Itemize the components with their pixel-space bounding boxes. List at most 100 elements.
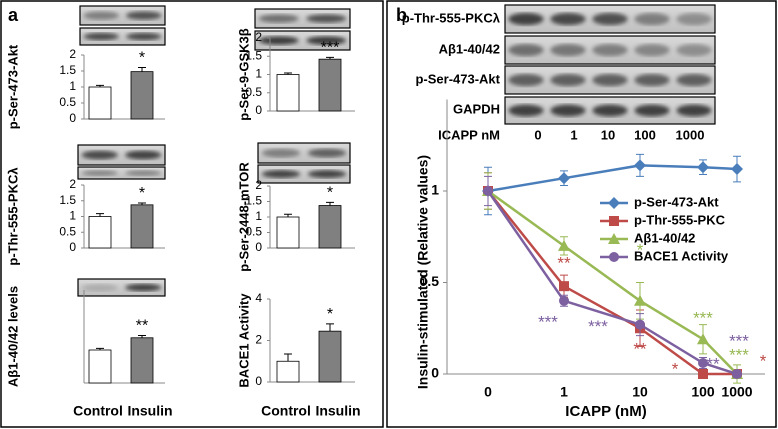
blot-band (81, 150, 119, 160)
y-axis-title: p-Thr-555-PKCλ (5, 167, 20, 266)
point (732, 369, 742, 379)
blot-band (125, 11, 162, 20)
x-tick-label: Control (261, 403, 311, 419)
y-tick-label: 1.5 (59, 193, 76, 207)
bar (88, 86, 112, 120)
point (697, 161, 709, 174)
y-tick-label: 1.5 (59, 63, 76, 77)
blot-band (125, 32, 162, 41)
bar (318, 58, 342, 112)
y-tick-label: 4 (255, 291, 262, 305)
x-tick-label: 0 (484, 384, 492, 400)
y-axis-title: p-Ser-9-GSK3β (236, 28, 251, 121)
blot-lane-label: 0 (534, 127, 541, 142)
x-tick-label: Control (73, 403, 123, 419)
blot-band (124, 283, 162, 292)
bar (276, 74, 300, 112)
point (559, 281, 569, 292)
y-axis-title: p-Ser-2448-mTOR (236, 162, 251, 272)
blot-label: GAPDH (453, 101, 500, 116)
significance: * (637, 240, 644, 259)
x-tick-label: 1 (560, 384, 568, 400)
significance: *** (693, 309, 713, 328)
blot (77, 144, 166, 166)
point (634, 294, 646, 306)
significance: *** (729, 345, 749, 364)
blot-band (307, 148, 347, 158)
error-bar (96, 347, 104, 350)
significance: ** (136, 318, 148, 335)
blot-band (307, 170, 347, 178)
bar (88, 349, 112, 384)
error-bar (284, 213, 292, 217)
legend-label: BACE1 Activity (634, 248, 729, 263)
blot-band (508, 12, 544, 26)
blot-label: p-Thr-555-PKCλ (402, 10, 501, 25)
blot-lane-label: 1000 (676, 127, 705, 142)
blot-band (261, 148, 301, 158)
y-tick-label: 1 (69, 79, 76, 93)
point (698, 369, 708, 379)
y-tick-label: 1 (431, 182, 439, 198)
y-axis-title: BACE1 Activity (236, 293, 251, 388)
blot-band (508, 104, 544, 117)
blot-lane-label: 10 (601, 127, 615, 142)
error-bar (138, 202, 146, 205)
blot-band (261, 170, 301, 178)
error-bar (326, 56, 334, 60)
blot-band (634, 73, 670, 87)
blot-label: p-Ser-473-Akt (415, 71, 500, 86)
blot (79, 27, 166, 46)
significance: ** (706, 355, 720, 374)
blot-band (508, 73, 544, 87)
y-tick-label: 0.5 (59, 224, 76, 238)
y-axis-title: Aβ1-40/42 levels (5, 286, 20, 387)
bar (130, 337, 154, 384)
blot-band (258, 36, 299, 45)
blot (79, 5, 166, 26)
blot-band (550, 73, 586, 87)
blot-band (676, 12, 712, 26)
blot-band (634, 104, 670, 117)
point (559, 295, 569, 306)
x-tick-label: Insulin (127, 403, 172, 419)
bar (88, 216, 112, 249)
blot-band (83, 32, 120, 41)
y-tick-label: 0.5 (245, 225, 262, 239)
y-tick-label: 1 (69, 209, 76, 223)
y-tick-label: 1.5 (245, 48, 262, 62)
significance: ** (633, 340, 647, 359)
blot-band (81, 283, 119, 292)
y-tick-label: 1.5 (245, 194, 262, 208)
y-tick-label: 0.5 (59, 95, 76, 109)
blot-band (550, 104, 586, 117)
bar (130, 204, 154, 249)
blot-band (306, 14, 347, 23)
blot (257, 142, 351, 164)
blot-lane-label: 1 (570, 127, 577, 142)
y-tick-label: 2 (69, 177, 76, 191)
panel-label: b (396, 5, 407, 25)
panel-label: a (8, 5, 19, 25)
point (558, 239, 570, 251)
blot-band (634, 12, 670, 26)
x-tick-label: 10 (632, 384, 648, 400)
blot (254, 30, 351, 51)
point (697, 333, 709, 345)
blot-lane-label: 100 (634, 127, 656, 142)
blot (257, 164, 351, 184)
error-bar (138, 334, 146, 338)
y-tick-label: 0 (69, 111, 76, 125)
significance: * (760, 351, 767, 370)
x-tick-label: 100 (691, 384, 715, 400)
significance: *** (538, 312, 558, 331)
y-axis-title: p-Ser-473-Akt (5, 44, 20, 129)
blot-band (592, 73, 628, 87)
y-tick-label: 0.5 (245, 85, 262, 99)
blot-band (676, 104, 712, 117)
y-tick-label: 2 (255, 30, 262, 44)
error-bar (326, 323, 334, 332)
error-bar (284, 72, 292, 75)
blot-band (306, 36, 347, 45)
